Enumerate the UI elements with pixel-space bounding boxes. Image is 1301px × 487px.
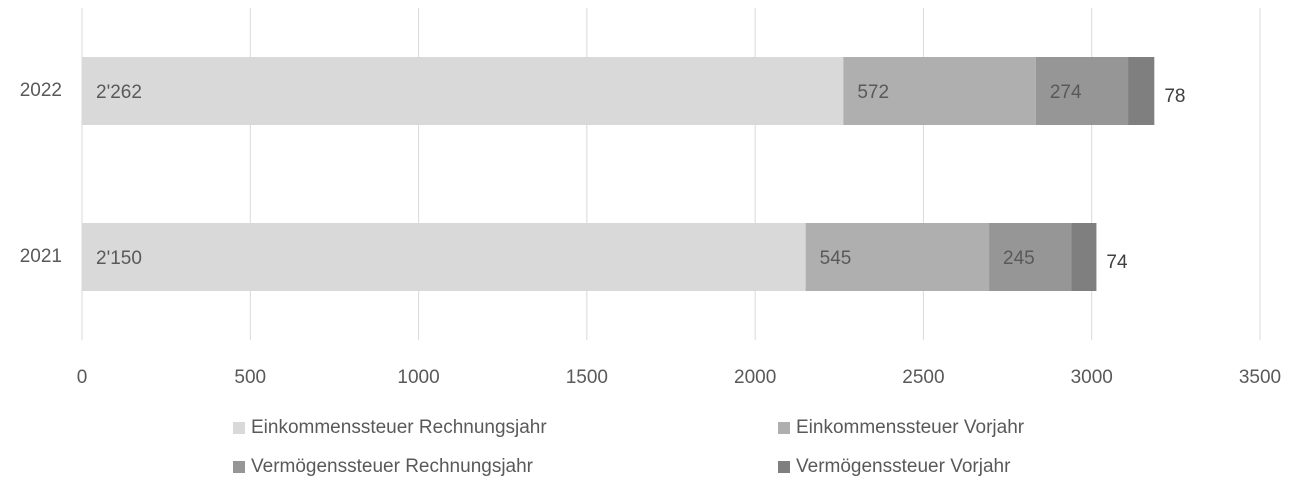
x-tick-label: 1000 [397,367,439,388]
data-label: 74 [1106,252,1128,273]
legend-label: Einkommenssteuer Rechnungsjahr [251,417,547,438]
data-label: 545 [820,248,852,269]
bar-segment [805,223,990,291]
bar-segment [1035,57,1129,125]
x-tick-label: 0 [77,367,88,388]
data-label: 2'262 [96,82,142,103]
data-label: 78 [1164,86,1185,107]
x-tick-label: 2000 [734,367,776,388]
bar-segment [82,223,806,291]
x-tick-label: 2500 [902,367,944,388]
legend-swatch [233,422,245,434]
legend-label: Vermögenssteuer Rechnungsjahr [251,456,534,477]
bar-segment [82,57,844,125]
data-label: 274 [1050,82,1082,103]
y-tick-label: 2021 [20,246,62,267]
legend-swatch [778,461,790,473]
data-label: 245 [1003,248,1035,269]
x-tick-label: 500 [234,367,266,388]
bar-segment [843,57,1036,125]
x-tick-label: 3500 [1239,367,1281,388]
legend-swatch [233,461,245,473]
bar-segment [1071,223,1097,291]
x-tick-label: 1500 [566,367,608,388]
legend-label: Einkommenssteuer Vorjahr [796,417,1025,438]
x-tick-label: 3000 [1071,367,1113,388]
data-label: 2'150 [96,248,142,269]
legend-swatch [778,422,790,434]
y-tick-label: 2022 [20,80,62,101]
legend-label: Vermögenssteuer Vorjahr [796,456,1011,477]
data-label: 572 [857,82,889,103]
bar-segment [989,223,1072,291]
bar-segment [1128,57,1155,125]
